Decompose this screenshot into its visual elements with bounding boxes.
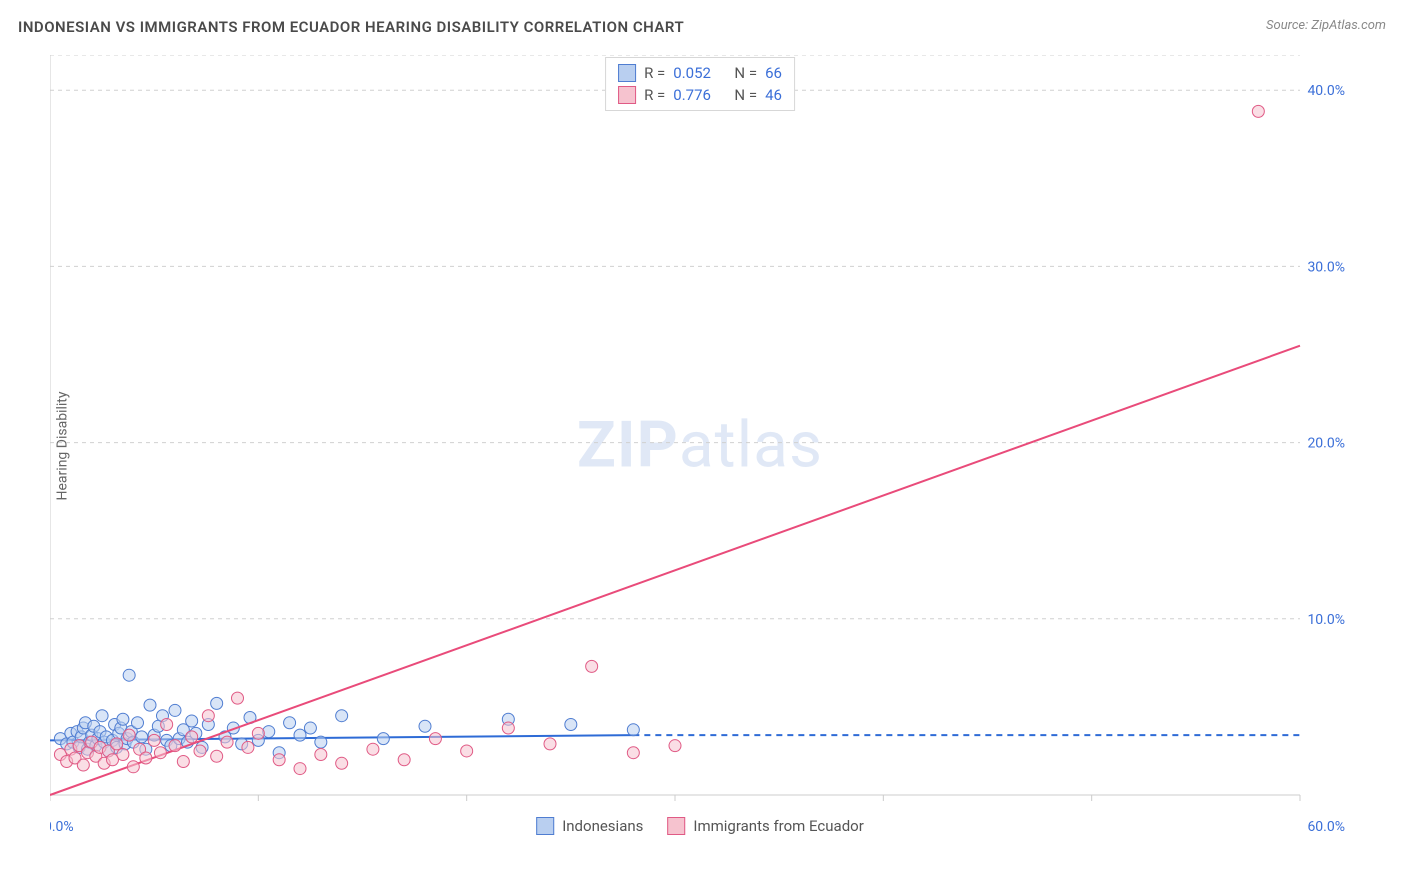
svg-text:40.0%: 40.0%: [1307, 83, 1345, 99]
svg-text:60.0%: 60.0%: [1307, 819, 1345, 835]
legend-swatch: [618, 64, 636, 82]
svg-text:20.0%: 20.0%: [1307, 436, 1345, 452]
legend-item: Indonesians: [536, 817, 643, 835]
legend-bottom: Indonesians Immigrants from Ecuador: [536, 817, 864, 835]
legend-swatch: [667, 817, 685, 835]
chart-title: INDONESIAN VS IMMIGRANTS FROM ECUADOR HE…: [18, 18, 684, 36]
correlation-chart: INDONESIAN VS IMMIGRANTS FROM ECUADOR HE…: [0, 0, 1406, 892]
legend-item: Immigrants from Ecuador: [667, 817, 863, 835]
svg-text:0.0%: 0.0%: [50, 819, 74, 835]
legend-row: R = 0.052 N = 66: [618, 62, 782, 84]
legend-swatch: [536, 817, 554, 835]
plot-area: ZIPatlas 10.0%20.0%30.0%40.0%0.0%60.0% R…: [50, 55, 1350, 835]
svg-text:10.0%: 10.0%: [1307, 612, 1345, 628]
legend-row: R = 0.776 N = 46: [618, 84, 782, 106]
plot-svg: 10.0% 20.0% 30.0% 40.0% 0.0% 60.0%: [50, 55, 1350, 835]
svg-text:30.0%: 30.0%: [1307, 259, 1345, 275]
source-label: Source: ZipAtlas.com: [1266, 18, 1386, 33]
legend-top: R = 0.052 N = 66 R = 0.776 N = 46: [605, 57, 795, 111]
legend-swatch: [618, 86, 636, 104]
